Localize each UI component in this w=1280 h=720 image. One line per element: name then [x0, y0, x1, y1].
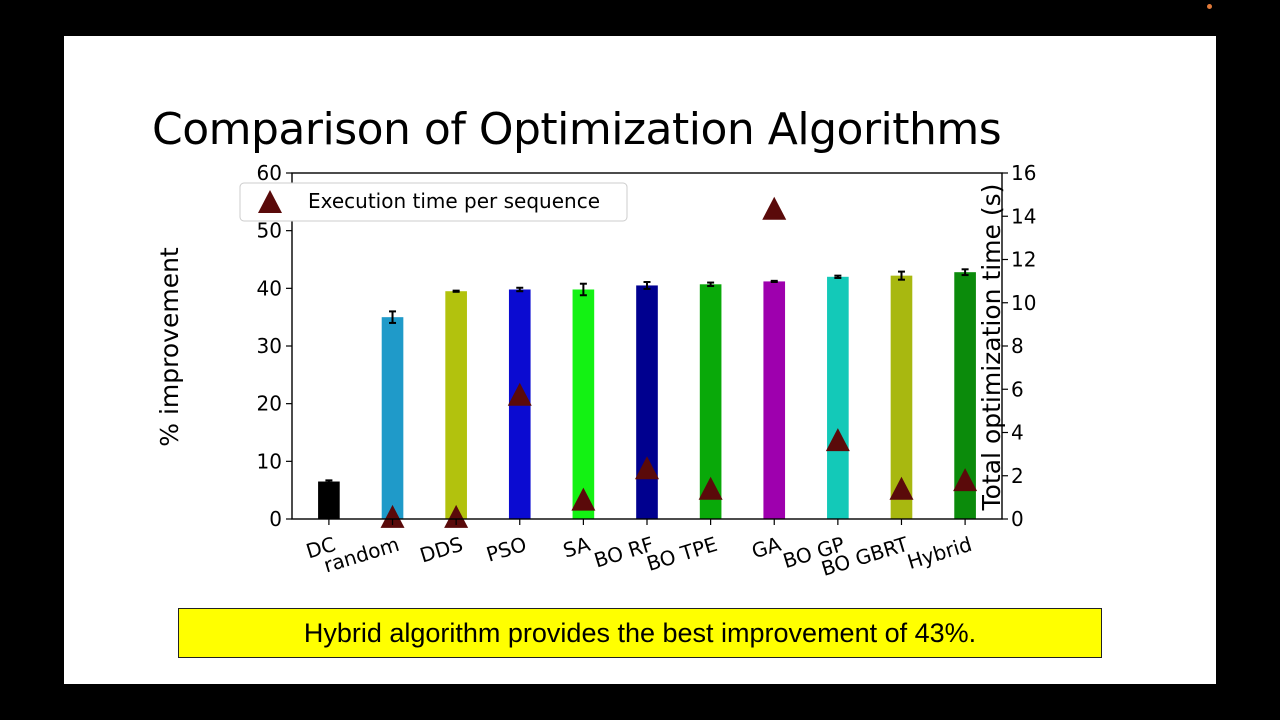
time-marker-4	[571, 487, 596, 511]
y-tick-label-right-4: 8	[1011, 334, 1024, 358]
bar-6	[699, 284, 722, 519]
time-marker-3	[507, 382, 532, 406]
time-marker-9	[889, 476, 914, 500]
x-tick-label-10: Hybrid	[904, 532, 974, 574]
y-tick-label-right-1: 2	[1011, 464, 1024, 488]
legend-marker	[258, 190, 282, 213]
error-bar-8	[834, 274, 842, 279]
y-tick-label-left-2: 20	[257, 392, 282, 416]
error-bar-9	[897, 270, 905, 281]
bar-8	[827, 276, 849, 519]
time-marker-2	[444, 504, 469, 528]
error-bar-0	[325, 479, 333, 484]
time-marker-8	[825, 428, 850, 452]
x-tick-label-2: DDS	[417, 532, 466, 568]
x-tick-label-6: BO TPE	[644, 532, 720, 576]
error-bar-1	[389, 310, 397, 324]
error-bar-10	[961, 268, 969, 277]
bar-9	[890, 275, 913, 519]
y-axis-label-left: % improvement	[155, 247, 184, 447]
y-tick-label-left-3: 30	[257, 334, 282, 358]
time-marker-7	[762, 196, 787, 220]
y-tick-label-right-8: 16	[1011, 161, 1036, 185]
bar-10	[954, 272, 976, 519]
bar-0	[318, 481, 340, 519]
callout-box: Hybrid algorithm provides the best impro…	[178, 608, 1102, 658]
x-tick-label-4: SA	[560, 532, 593, 563]
error-bar-3	[516, 286, 524, 293]
error-bar-4	[579, 282, 587, 297]
y-tick-label-right-7: 14	[1011, 204, 1036, 228]
bar-7	[763, 281, 786, 519]
y-tick-label-right-2: 4	[1011, 421, 1024, 445]
legend-label: Execution time per sequence	[308, 189, 600, 213]
y-tick-label-left-1: 10	[257, 449, 282, 473]
slide-title: Comparison of Optimization Algorithms	[152, 104, 1002, 155]
time-marker-6	[698, 476, 723, 500]
error-bar-7	[770, 279, 778, 283]
time-marker-5	[635, 456, 659, 480]
error-bar-5	[643, 280, 651, 290]
y-tick-label-left-5: 50	[257, 219, 282, 243]
bar-1	[381, 317, 404, 519]
y-axis-label-right: Total optimization time (s)	[977, 184, 1006, 512]
y-tick-label-left-0: 0	[269, 507, 282, 531]
error-bar-6	[707, 281, 715, 288]
time-marker-10	[953, 468, 978, 492]
bar-4	[572, 289, 595, 519]
legend: Execution time per sequence	[239, 182, 628, 222]
recording-indicator	[1207, 4, 1212, 9]
y-tick-label-right-6: 12	[1011, 248, 1036, 272]
bar-5	[636, 285, 658, 519]
callout-text: Hybrid algorithm provides the best impro…	[303, 617, 977, 648]
bar-2	[445, 291, 467, 519]
error-bar-2	[452, 289, 460, 293]
x-tick-label-3: PSO	[483, 532, 529, 567]
y-tick-label-left-6: 60	[257, 161, 282, 185]
y-tick-label-right-3: 6	[1011, 377, 1024, 401]
y-tick-label-left-4: 40	[257, 276, 282, 300]
y-tick-label-right-5: 10	[1011, 291, 1036, 315]
time-marker-1	[380, 504, 405, 528]
y-tick-label-right-0: 0	[1011, 507, 1024, 531]
slide: Comparison of Optimization Algorithms 0 1…	[64, 36, 1216, 684]
x-tick-label-7: GA	[749, 532, 784, 564]
